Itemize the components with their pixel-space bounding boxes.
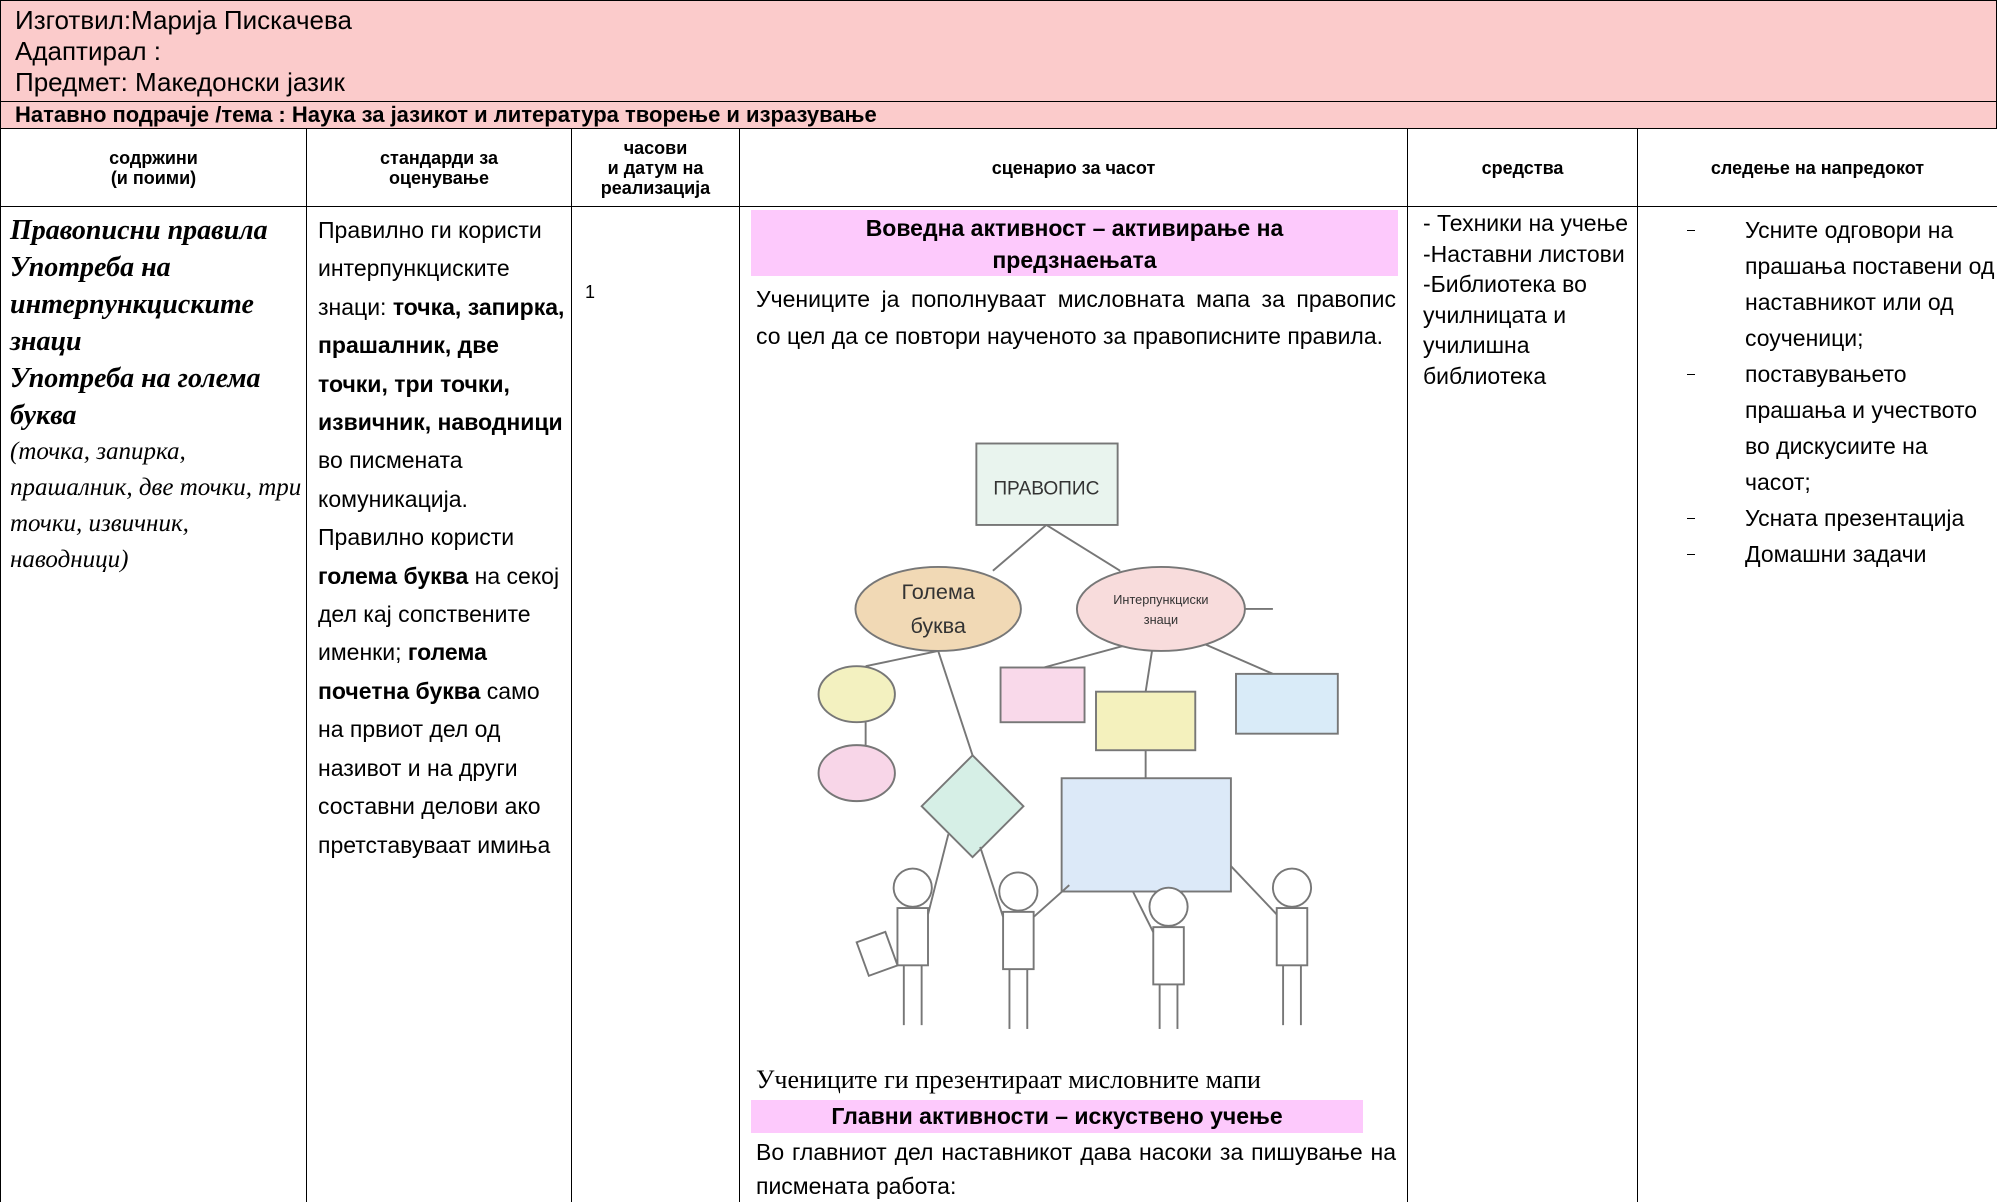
standard-text: голема почетна буква (318, 639, 487, 704)
node (1060, 777, 1232, 893)
author: Изготвил:Марија Пискачева (15, 5, 352, 35)
standard-text: голема буква (318, 562, 469, 589)
connectors (864, 524, 1274, 779)
topic: Употреба на интерпункциските знаци (10, 252, 254, 357)
column-header-line: следење на напредокот (1710, 157, 1925, 178)
subject: Предмет: Македонски јазик (15, 67, 345, 97)
column-cell: содржини (и поими) (1, 129, 307, 1202)
standards: Правилно ги користи интерпункциските зна… (318, 211, 568, 864)
right-label: знаци (1144, 612, 1178, 627)
topic-note: (точка, запирка, прашалник, две точки, т… (10, 438, 302, 573)
people (855, 833, 1313, 1029)
left-label: буква (910, 613, 966, 638)
left-label: Голема (902, 579, 976, 604)
standard-text: точка, запирка, прашалник, две точки, тр… (318, 293, 565, 436)
row-divider (0, 206, 1997, 207)
resources: - Техники на учење -Наставни листови -Библ… (1423, 208, 1633, 391)
column-cell: следење на напредокот (1638, 129, 1997, 1202)
column-header-line: сценарио за часот (991, 157, 1156, 178)
standard-text: во писмената комуникација. Правилно кори… (318, 447, 515, 551)
column-header-line: содржини (109, 147, 198, 168)
topic-row: Натавно подрачје /тема : Наука за јазико… (0, 102, 1997, 129)
standard-text: Правилно ги користи интерпункциските зна… (318, 217, 542, 320)
node (999, 666, 1086, 724)
standard-text: на секој дел кај сопствените именки; (318, 562, 560, 666)
progress-item: Усната презентација (1687, 500, 1995, 536)
node (920, 753, 1025, 859)
progress: Усните одговори на прашања поставени од … (1687, 212, 1995, 572)
main-heading: Главни активности – искуствено учење (751, 1100, 1363, 1133)
main-text: Во главниот дел наставникот дава насоки … (756, 1139, 1396, 1199)
node (1235, 672, 1339, 735)
column-cell: стандарди за оценување (307, 129, 572, 1202)
column-header: следење на напредокот (1638, 129, 1997, 206)
bullet (1687, 230, 1695, 231)
column-header-line: (и поими) (110, 167, 197, 188)
root-label: ПРАВОПИС (993, 478, 1099, 499)
node (817, 744, 896, 803)
column-header: сценарио за часот (740, 129, 1407, 206)
caption: Учениците ги презентираат мисловните мап… (756, 1065, 1261, 1094)
bullet (1687, 518, 1695, 519)
resource: -Библиотека во училницата и училишна биб… (1423, 271, 1587, 389)
adapted: Адаптирал : (15, 36, 162, 66)
topic: Правописни правила (10, 215, 268, 246)
left-node (854, 566, 1022, 652)
column-header-line: стандарди за (380, 147, 498, 168)
intro-text: Учениците ја пополнуваат мисловната мапа… (756, 286, 1396, 349)
right-node (1075, 566, 1246, 652)
intro-heading: Воведна активност – активирање на предзн… (751, 210, 1398, 276)
column-header-line: и датум на (607, 157, 704, 178)
column-header: часови и датум на реализација (572, 129, 739, 206)
column-header-line: реализација (600, 177, 711, 198)
column-cell: средства (1408, 129, 1638, 1202)
column-header: содржини (и поими) (1, 129, 306, 206)
column-header: средства (1408, 129, 1637, 206)
standard-text: само на првиот дел од називот и на други… (318, 677, 551, 858)
node (817, 665, 896, 724)
column-header-line: оценување (388, 167, 490, 188)
resource: -Наставни листови (1423, 240, 1625, 267)
topic: Употреба на голема буква (10, 363, 261, 431)
column-header-line: часови (623, 137, 688, 158)
column-cell: сценарио за часот (740, 129, 1408, 1202)
column-cell: часови и датум на реализација (572, 129, 740, 1202)
contents: Правописни правила Употреба на интерпункц… (10, 212, 302, 578)
column-header: стандарди за оценување (307, 129, 571, 206)
bullet (1687, 554, 1695, 555)
progress-item: Усните одговори на прашања поставени од … (1687, 212, 1995, 356)
bullet (1687, 374, 1695, 375)
mind-map: ПРАВОПИС Голема буква Интерпункциски зна… (817, 442, 1339, 1029)
progress-item: поставувањето прашања и учеството во дис… (1687, 356, 1995, 500)
header: Изготвил:Марија Пискачева Адаптирал : Пр… (0, 0, 1997, 102)
root-box (975, 442, 1119, 526)
column-header-line: средства (1481, 157, 1564, 178)
hours: 1 (585, 282, 596, 302)
node (1095, 690, 1197, 752)
right-label: Интерпункциски (1113, 592, 1208, 607)
resource: - Техники на учење (1423, 210, 1629, 236)
progress-item: Домашни задачи (1687, 536, 1995, 572)
table: содржини (и поими) стандарди за оценување ча… (0, 129, 1997, 1202)
